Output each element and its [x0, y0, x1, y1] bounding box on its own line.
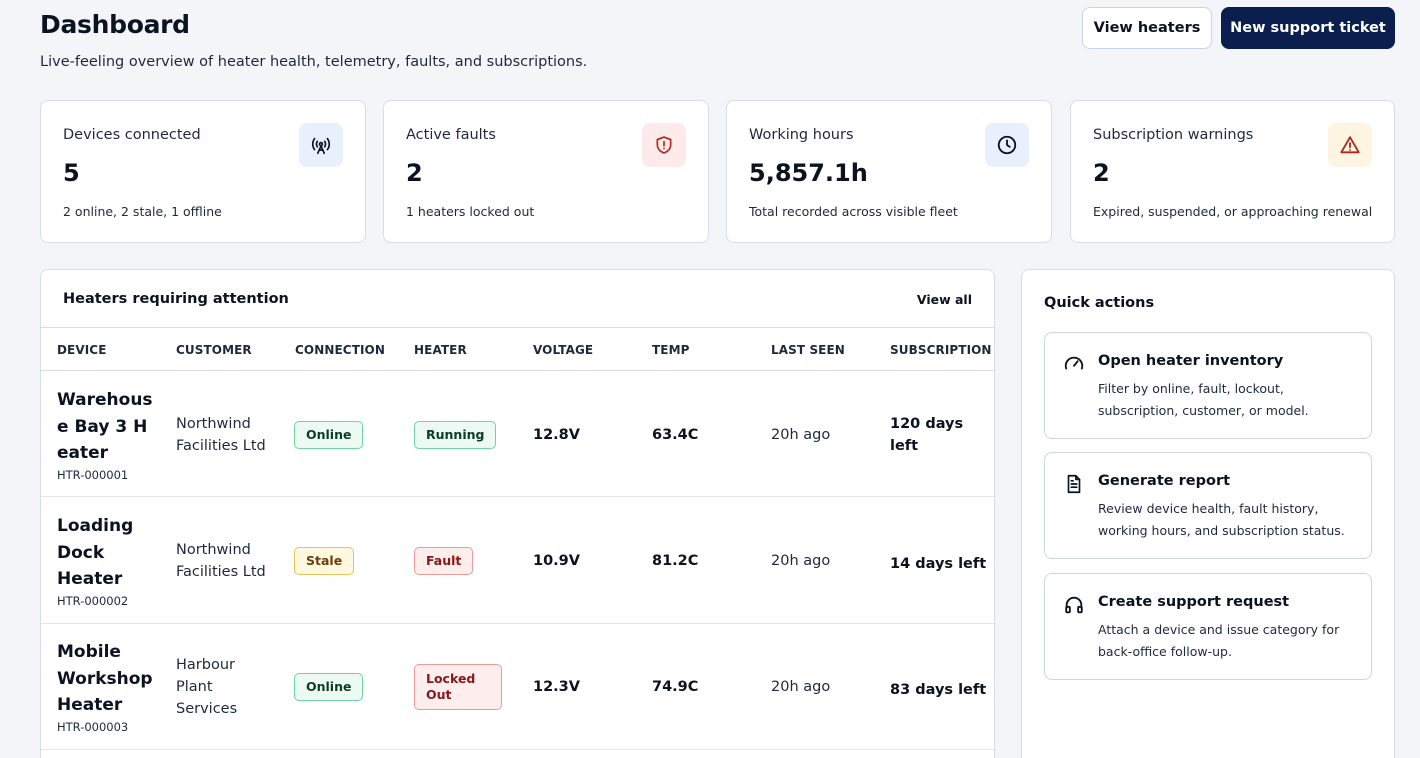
stat-label: Subscription warnings — [1093, 127, 1254, 143]
device-id: HTR-000001 — [57, 467, 129, 482]
heater-cell: Fault — [414, 547, 474, 575]
stat-value: 2 — [406, 159, 423, 187]
table-row[interactable]: Warehouse Bay 3 Heater HTR-000001 Northw… — [41, 371, 994, 497]
gauge-icon — [1063, 353, 1085, 375]
stat-sub: 1 heaters locked out — [406, 204, 535, 219]
action-desc: Attach a device and issue category for b… — [1098, 622, 1340, 659]
column-header-connection[interactable]: CONNECTION — [295, 343, 385, 357]
panel-title: Quick actions — [1044, 295, 1155, 311]
stat-card-working-hours: Working hours 5,857.1h Total recorded ac… — [726, 100, 1052, 243]
stat-label: Devices connected — [63, 127, 201, 143]
stat-card-devices-connected: Devices connected 5 2 online, 2 stale, 1… — [40, 100, 366, 243]
temp-value: 74.9C — [652, 679, 699, 695]
subscription-value: 14 days left — [890, 556, 987, 572]
heater-cell: Running — [414, 421, 497, 449]
connection-cell: Online — [294, 421, 364, 449]
device-id: HTR-000002 — [57, 593, 129, 608]
column-header-customer[interactable]: CUSTOMER — [176, 343, 252, 357]
action-title: Generate report — [1098, 473, 1231, 489]
page-subtitle: Live-feeling overview of heater health, … — [40, 54, 588, 70]
divider — [41, 370, 994, 371]
stat-value: 2 — [1093, 159, 1110, 187]
shield-alert-icon — [642, 123, 686, 167]
stat-label: Working hours — [749, 127, 854, 143]
column-header-heater[interactable]: HEATER — [414, 343, 467, 357]
panel-title: Heaters requiring attention — [63, 291, 289, 307]
voltage-value: 12.8V — [533, 427, 580, 443]
subscription-value: 120 days left — [890, 416, 964, 454]
clock-icon — [985, 123, 1029, 167]
create-support-request-action[interactable]: Create support request Attach a device a… — [1044, 573, 1372, 680]
view-all-link[interactable]: View all — [916, 292, 972, 307]
headset-icon — [1063, 594, 1085, 616]
heater-status-badge: Running — [414, 421, 497, 449]
new-support-ticket-button[interactable]: New support ticket — [1221, 7, 1395, 49]
subscription-value: 83 days left — [890, 682, 987, 698]
connection-status-badge: Online — [294, 673, 364, 701]
stat-label: Active faults — [406, 127, 496, 143]
column-header-voltage[interactable]: VOLTAGE — [533, 343, 594, 357]
stat-card-active-faults: Active faults 2 1 heaters locked out — [383, 100, 709, 243]
quick-actions-panel: Quick actions Open heater inventory Filt… — [1021, 269, 1395, 758]
page-title: Dashboard — [40, 10, 190, 39]
stat-card-subscription-warnings: Subscription warnings 2 Expired, suspend… — [1070, 100, 1395, 243]
antenna-icon — [299, 123, 343, 167]
heaters-attention-panel: Heaters requiring attention View all DEV… — [40, 269, 995, 758]
voltage-value: 10.9V — [533, 553, 580, 569]
device-name[interactable]: Warehouse Bay 3 Heater — [57, 390, 153, 463]
warning-triangle-icon — [1328, 123, 1372, 167]
connection-cell: Stale — [294, 547, 355, 575]
device-cell: Loading Dock Heater HTR-000002 — [57, 513, 157, 608]
stat-sub: Expired, suspended, or approaching renew… — [1093, 204, 1373, 219]
document-icon — [1063, 473, 1085, 495]
last-seen-value: 20h ago — [771, 427, 831, 443]
stat-value: 5,857.1h — [749, 159, 868, 187]
connection-status-badge: Stale — [294, 547, 355, 575]
table-row[interactable]: Mobile Workshop Heater HTR-000003 Harbou… — [41, 624, 994, 750]
stat-sub: Total recorded across visible fleet — [749, 204, 958, 219]
device-cell: Mobile Workshop Heater HTR-000003 — [57, 639, 157, 734]
heater-status-badge: Locked Out — [414, 664, 502, 710]
action-title: Open heater inventory — [1098, 353, 1284, 369]
device-id: HTR-000003 — [57, 719, 129, 734]
temp-value: 63.4C — [652, 427, 699, 443]
last-seen-value: 20h ago — [771, 679, 831, 695]
stat-value: 5 — [63, 159, 80, 187]
connection-cell: Online — [294, 673, 364, 701]
column-header-subscription[interactable]: SUBSCRIPTION — [890, 343, 992, 357]
column-header-temp[interactable]: TEMP — [652, 343, 690, 357]
page-header: Dashboard Live-feeling overview of heate… — [40, 7, 1395, 80]
divider — [41, 327, 994, 328]
customer-cell: Northwind Facilities Ltd — [176, 416, 266, 454]
action-desc: Filter by online, fault, lockout, subscr… — [1098, 381, 1309, 418]
last-seen-value: 20h ago — [771, 553, 831, 569]
temp-value: 81.2C — [652, 553, 699, 569]
view-heaters-button[interactable]: View heaters — [1082, 7, 1212, 49]
column-header-last-seen[interactable]: LAST SEEN — [771, 343, 845, 357]
table-row[interactable]: Loading Dock Heater HTR-000002 Northwind… — [41, 498, 994, 624]
heater-cell: Locked Out — [414, 664, 502, 710]
action-title: Create support request — [1098, 594, 1290, 610]
customer-cell: Northwind Facilities Ltd — [176, 542, 266, 580]
device-name[interactable]: Mobile Workshop Heater — [57, 642, 153, 715]
stat-sub: 2 online, 2 stale, 1 offline — [63, 204, 222, 219]
device-name[interactable]: Loading Dock Heater — [57, 516, 134, 589]
generate-report-action[interactable]: Generate report Review device health, fa… — [1044, 452, 1372, 559]
customer-cell: Harbour Plant Services — [176, 657, 238, 717]
action-desc: Review device health, fault history, wor… — [1098, 501, 1345, 538]
device-cell: Warehouse Bay 3 Heater HTR-000001 — [57, 387, 157, 482]
column-header-device[interactable]: DEVICE — [57, 343, 107, 357]
voltage-value: 12.3V — [533, 679, 580, 695]
open-heater-inventory-action[interactable]: Open heater inventory Filter by online, … — [1044, 332, 1372, 439]
heater-status-badge: Fault — [414, 547, 474, 575]
connection-status-badge: Online — [294, 421, 364, 449]
